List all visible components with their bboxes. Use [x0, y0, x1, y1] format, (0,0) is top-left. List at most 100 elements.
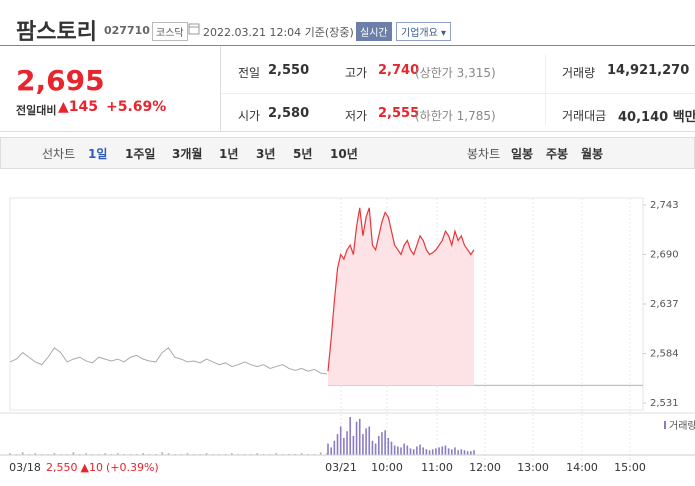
volume-bar — [330, 447, 332, 455]
volume-bar — [403, 443, 405, 455]
volume-bar — [343, 437, 345, 455]
tab[interactable]: 10년 — [330, 147, 358, 161]
volume-bar — [362, 434, 364, 455]
tab[interactable]: 1일 — [88, 147, 108, 161]
stat-value: 2,555 — [378, 106, 420, 121]
realtime-badge[interactable]: 실시간 — [356, 22, 392, 41]
volume-bar — [161, 452, 163, 455]
stat-label: 시가 — [238, 109, 261, 123]
stat-label: 고가 — [345, 66, 368, 80]
volume-bar — [142, 453, 144, 455]
volume-bar — [441, 446, 444, 455]
volume-bar — [422, 447, 425, 455]
volume-bar — [358, 418, 361, 455]
volume-bar — [371, 440, 374, 455]
y-tick-label: 2,637 — [650, 299, 679, 310]
volume-bar — [425, 449, 428, 455]
x-tick-label: 03/21 — [325, 461, 357, 474]
change-pct: +5.69% — [106, 99, 167, 115]
tab[interactable]: 1년 — [219, 147, 239, 161]
stat-label: 저가 — [345, 109, 368, 123]
timestamp: 2022.03.21 12:04 기준(장중) — [203, 26, 354, 39]
area — [328, 207, 474, 386]
prev-close-value: 2,550 — [46, 461, 78, 474]
volume-bar — [457, 450, 459, 455]
volume-bar — [454, 447, 456, 455]
prev-line — [9, 347, 328, 375]
volume-bar — [463, 450, 466, 455]
tab[interactable]: 1주일 — [125, 147, 156, 161]
tab-label: 선차트 — [42, 147, 76, 161]
stat-label: 거래대금 — [562, 109, 607, 123]
change: ▲145 — [58, 99, 99, 115]
volume-bar — [352, 436, 355, 455]
volume-bar — [365, 428, 367, 455]
volume-bar — [419, 444, 421, 455]
tab[interactable]: 주봉 — [546, 147, 569, 161]
volume-bar — [9, 453, 11, 455]
volume-bar — [231, 453, 233, 455]
stat-value: 40,140 백만 — [618, 110, 695, 125]
volume-bar — [435, 448, 437, 455]
volume-bar — [186, 453, 189, 455]
x-tick-label: 13:00 — [517, 461, 549, 474]
volume-bar — [21, 452, 24, 455]
tab[interactable]: 일봉 — [511, 147, 534, 161]
volume-bar — [374, 443, 377, 455]
volume-bar — [116, 453, 119, 455]
tab[interactable]: 3개월 — [172, 147, 203, 161]
volume-bar — [34, 453, 37, 455]
chart: 2,743 2,690 2,637 2,584 2,531 거래량 03/18 03/21 10… — [0, 197, 695, 474]
company-info-label: 기업개요 — [401, 28, 438, 39]
volume-bar — [397, 446, 399, 455]
prev-close: 2,550 ▲10 (+0.39%) — [46, 461, 159, 474]
stat-note: (상한가 3,315) — [415, 66, 496, 80]
volume-bar — [438, 447, 440, 455]
volume-bar — [384, 430, 386, 455]
volume-bar — [349, 417, 352, 455]
volume-bar — [300, 453, 303, 455]
x-tick-label: 14:00 — [566, 461, 598, 474]
tab[interactable]: 3년 — [256, 147, 276, 161]
volume-bar — [387, 437, 390, 455]
x-tick-label: 10:00 — [371, 461, 403, 474]
volume-bar — [406, 445, 409, 455]
volume-bar — [355, 421, 358, 455]
x-tick-label: 12:00 — [469, 461, 501, 474]
divider — [220, 46, 221, 131]
volume-bar — [444, 445, 447, 455]
volume-bar — [400, 447, 402, 455]
volume-bar — [450, 449, 453, 455]
stock-name: 팜스토리 — [16, 20, 97, 45]
calendar-icon — [188, 23, 200, 35]
divider — [221, 93, 695, 94]
volume-bar — [72, 452, 75, 455]
volume-bar — [167, 453, 170, 455]
volume-bar — [319, 452, 322, 455]
volume-bar — [466, 451, 469, 455]
stock-code: 027710 — [104, 24, 150, 37]
tab-label: 봉차트 — [467, 147, 501, 161]
volume-bar — [473, 450, 475, 455]
volume-bar — [393, 445, 396, 455]
company-info-button[interactable]: 기업개요 ▾ — [396, 22, 452, 41]
prev-change: 10 — [89, 461, 103, 474]
volume-bar — [390, 441, 393, 455]
tab[interactable]: 월봉 — [581, 147, 604, 161]
prev-change-pct: (+0.39%) — [106, 461, 159, 474]
plot-frame — [9, 197, 644, 411]
stat-label: 전일 — [238, 66, 261, 80]
stat-label: 거래량 — [562, 66, 596, 80]
tab[interactable]: 5년 — [293, 147, 313, 161]
volume-bar — [275, 453, 278, 455]
volume-bar — [205, 453, 208, 455]
market-badge: 코스닥 — [152, 22, 188, 41]
volume-bar — [368, 426, 371, 455]
volume-bar — [431, 449, 434, 455]
volume-bar — [381, 432, 383, 455]
current-price: 2,695 — [16, 64, 105, 97]
y-tick-label: 2,743 — [650, 200, 679, 211]
stat-value: 2,580 — [268, 106, 310, 121]
change-value: 145 — [68, 99, 99, 115]
